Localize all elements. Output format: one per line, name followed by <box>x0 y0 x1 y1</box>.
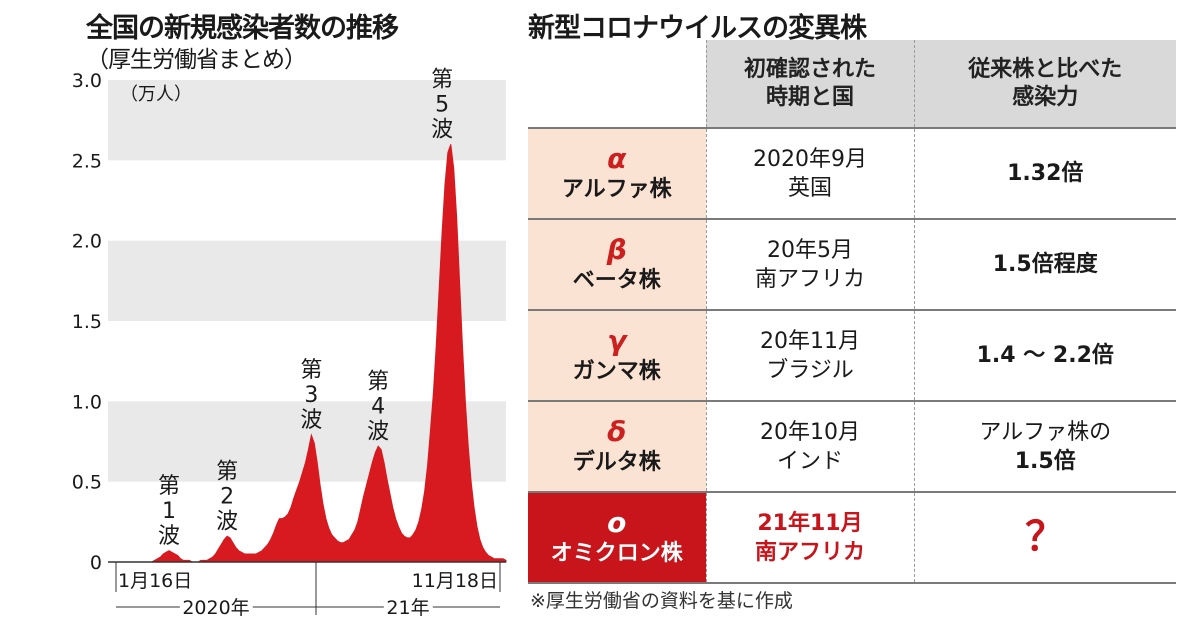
variant-symbol: α <box>607 142 627 175</box>
wave-label: 3 <box>304 383 318 408</box>
table-header-row: 初確認された 時期と国 従来株と比べた 感染力 <box>528 40 1176 128</box>
grid-band <box>108 80 506 161</box>
infectivity-value-2: 1.5倍 <box>1014 448 1076 474</box>
x-start-label: 1月16日 <box>118 570 192 592</box>
wave-label: 第 <box>367 369 389 394</box>
y-tick-label: 0 <box>90 552 102 574</box>
wave-label: 5 <box>435 92 449 117</box>
variant-row-delta: δ デルタ株 20年10月 インド アルファ株の 1.5倍 <box>528 400 1176 492</box>
wave-label: 波 <box>158 524 180 549</box>
infectivity-cell: 1.32倍 <box>913 127 1176 219</box>
variant-symbol: δ <box>607 415 627 448</box>
variant-row-gamma: γ ガンマ株 20年11月 ブラジル 1.4 ～ 2.2倍 <box>528 309 1176 401</box>
y-tick-label: 2.5 <box>72 150 102 172</box>
first-confirmed-cell: 20年5月 南アフリカ <box>705 218 914 310</box>
variant-symbol: o <box>607 506 627 539</box>
variant-name: オミクロン株 <box>550 541 683 566</box>
y-unit-label: （万人） <box>120 84 192 105</box>
infectivity-cell: 1.4 ～ 2.2倍 <box>913 309 1176 401</box>
infectivity-cell: アルファ株の 1.5倍 <box>913 400 1176 492</box>
wave-label: 4 <box>371 394 385 419</box>
header-when-line1: 初確認された <box>743 56 876 82</box>
header-blank <box>528 40 706 128</box>
variant-name: ガンマ株 <box>572 359 661 384</box>
infection-chart: 0 0.5 1.0 1.5 2.0 2.5 3.0 （万人） 1月16日 11月18日 2020年 2… <box>72 67 507 623</box>
variant-row-beta: β ベータ株 20年5月 南アフリカ 1.5倍程度 <box>528 218 1176 310</box>
wave-label: 波 <box>300 408 322 433</box>
variant-symbol: β <box>606 233 627 266</box>
first-confirmed-date: 20年5月 <box>767 237 853 263</box>
chart-title: 全国の新規感染者数の推移 <box>86 13 399 44</box>
wave-label: 波 <box>216 509 238 534</box>
first-confirmed-country: 南アフリカ <box>754 539 865 565</box>
wave-label: 1 <box>162 499 176 524</box>
y-tick-label: 3.0 <box>72 70 102 92</box>
first-confirmed-date: 2020年9月 <box>753 146 867 172</box>
x-end-label: 11月18日 <box>412 570 498 592</box>
header-when-line2: 時期と国 <box>765 84 854 110</box>
variant-name-cell: α アルファ株 <box>528 127 706 219</box>
infectivity-cell: ？ <box>913 491 1176 584</box>
wave-label: 2 <box>220 484 234 509</box>
infectivity-value: 1.5倍程度 <box>992 252 1098 277</box>
year-label-2020: 2020年 <box>182 597 249 619</box>
first-confirmed-cell: 20年10月 インド <box>705 400 914 492</box>
variants-panel: 新型コロナウイルスの変異株 初確認された 時期と国 従来株と比べた 感染力 α … <box>520 0 1200 630</box>
wave-label: 波 <box>367 419 389 444</box>
wave-label: 第 <box>431 67 453 92</box>
first-confirmed-country: インド <box>776 448 843 474</box>
first-confirmed-cell: 20年11月 ブラジル <box>705 309 914 401</box>
chart-panel: 全国の新規感染者数の推移 （厚生労働省まとめ） 0 0.5 1.0 1.5 2.0 2.5… <box>0 0 520 630</box>
header-power-line1: 従来株と比べた <box>968 56 1123 82</box>
variants-table: 初確認された 時期と国 従来株と比べた 感染力 α アルファ株 2020年9月 … <box>528 40 1176 584</box>
variant-name: デルタ株 <box>572 450 661 475</box>
variant-name-cell: γ ガンマ株 <box>528 309 706 401</box>
variants-title: 新型コロナウイルスの変異株 <box>528 13 867 44</box>
wave-label: 第 <box>158 474 180 499</box>
first-confirmed-date: 20年10月 <box>760 419 860 445</box>
infectivity-cell: 1.5倍程度 <box>913 218 1176 310</box>
header-power: 従来株と比べた 感染力 <box>913 40 1176 128</box>
y-tick-label: 0.5 <box>72 472 102 494</box>
y-tick-label: 1.0 <box>72 391 102 413</box>
wave-label: 第 <box>216 459 238 484</box>
first-confirmed-country: ブラジル <box>766 357 854 383</box>
wave-label: 波 <box>431 117 453 142</box>
y-tick-label: 2.0 <box>72 231 102 253</box>
variant-name-cell: δ デルタ株 <box>528 400 706 492</box>
source-note: ※厚生労働省の資料を基に作成 <box>530 590 793 612</box>
variant-symbol: γ <box>607 324 627 357</box>
first-confirmed-date: 21年11月 <box>757 510 863 536</box>
first-confirmed-cell: 21年11月 南アフリカ <box>705 491 914 584</box>
variant-row-omicron: o オミクロン株 21年11月 南アフリカ ？ <box>528 491 1176 584</box>
infectivity-value: 1.32倍 <box>1007 161 1084 186</box>
variant-name: ベータ株 <box>572 268 661 293</box>
variant-name-cell: β ベータ株 <box>528 218 706 310</box>
variant-name-cell: o オミクロン株 <box>528 491 706 584</box>
variant-name: アルファ株 <box>561 177 672 202</box>
wave-label: 第 <box>300 358 322 383</box>
infectivity-unknown: ？ <box>1025 514 1066 560</box>
variant-row-alpha: α アルファ株 2020年9月 英国 1.32倍 <box>528 127 1176 219</box>
header-power-line2: 感染力 <box>1012 84 1079 110</box>
first-confirmed-country: 英国 <box>787 175 832 201</box>
infectivity-value: 1.4 ～ 2.2倍 <box>976 343 1114 368</box>
y-tick-label: 1.5 <box>72 311 102 333</box>
year-label-21: 21年 <box>386 597 429 619</box>
first-confirmed-date: 20年11月 <box>760 328 860 354</box>
first-confirmed-cell: 2020年9月 英国 <box>705 127 914 219</box>
series-area <box>108 144 507 563</box>
infectivity-value: アルファ株の <box>979 419 1112 445</box>
chart-subtitle: （厚生労働省まとめ） <box>86 47 307 73</box>
first-confirmed-country: 南アフリカ <box>754 266 865 292</box>
header-when: 初確認された 時期と国 <box>705 40 914 128</box>
